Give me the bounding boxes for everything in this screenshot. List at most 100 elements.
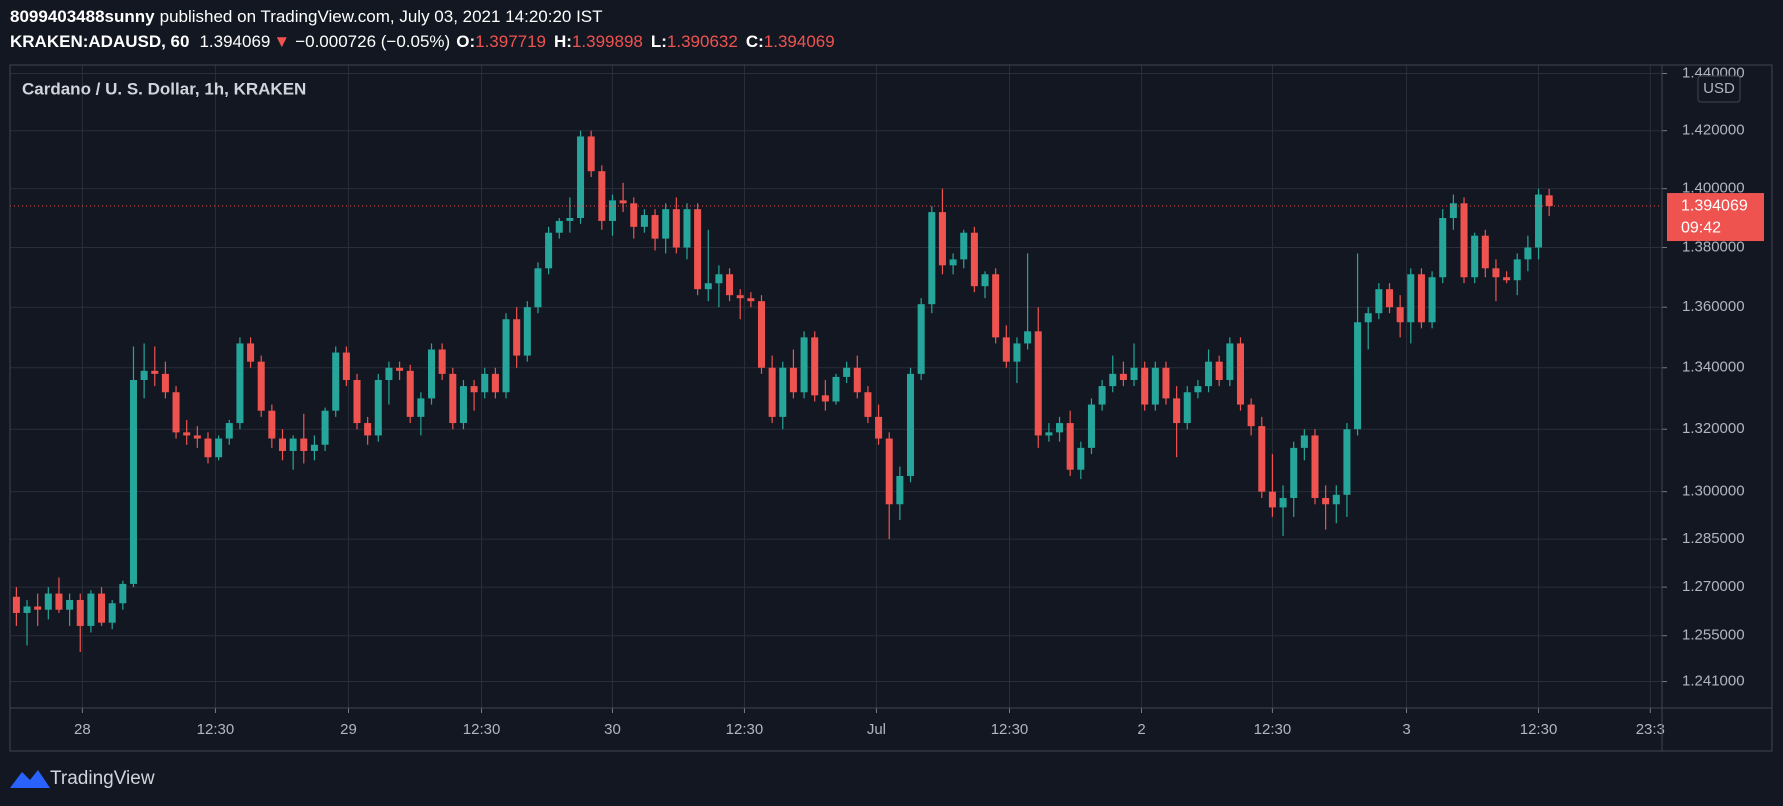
ticker-line: KRAKEN:ADAUSD, 60 1.394069 ▼ −0.000726 (−0.… <box>10 32 835 51</box>
price-label-box <box>1667 193 1764 242</box>
x-tick-label: 12:30 <box>1520 721 1558 738</box>
candle-body <box>523 307 531 356</box>
candle-body <box>119 583 127 604</box>
candle-body <box>875 416 883 439</box>
x-tick-label: 12:30 <box>991 721 1029 738</box>
candle-body <box>55 593 63 610</box>
o-label: O: <box>456 32 475 51</box>
candle-body <box>12 596 20 613</box>
candle-body <box>1024 331 1032 344</box>
candle-body <box>938 212 946 266</box>
candle-body <box>928 212 936 305</box>
candle-body <box>449 373 457 424</box>
candle-body <box>66 600 74 610</box>
plot-area: 1.4400001.4200001.4000001.3800001.360000… <box>10 64 1764 738</box>
candle-body <box>353 379 361 424</box>
change: −0.000726 (−0.05%) <box>295 32 450 51</box>
candle-body <box>300 438 308 451</box>
candle-body <box>1503 277 1511 281</box>
candle-body <box>1417 274 1425 323</box>
x-tick-label: 30 <box>604 721 621 738</box>
candle-body <box>1364 313 1372 323</box>
candle-body <box>1385 289 1394 308</box>
x-tick-label: 28 <box>74 721 91 738</box>
y-tick-label: 1.270000 <box>1682 578 1745 595</box>
candle-body <box>257 361 265 411</box>
candle-body <box>1151 367 1159 405</box>
candle-body <box>1279 497 1287 508</box>
candle-body <box>1098 386 1106 405</box>
candle-body <box>896 475 904 505</box>
candle-body <box>843 367 851 377</box>
candle-body <box>183 432 191 436</box>
chart-title: Cardano / U. S. Dollar, 1h, KRAKEN <box>22 79 306 98</box>
currency-box[interactable] <box>1697 75 1741 103</box>
candle-body <box>1194 386 1202 393</box>
candle-body <box>1002 337 1010 362</box>
y-tick-label: 1.320000 <box>1682 420 1745 437</box>
x-tick-label: 29 <box>340 721 357 738</box>
frame <box>9 64 1773 752</box>
candle-body <box>906 373 915 476</box>
candle-body <box>481 373 489 393</box>
candle-body <box>1449 203 1457 218</box>
candle-body <box>1311 435 1319 498</box>
y-tick-label: 1.255000 <box>1682 627 1745 644</box>
candle-body <box>364 423 372 436</box>
candle-body <box>1407 274 1415 323</box>
x-tick-label: 12:30 <box>726 721 764 738</box>
candle-body <box>1087 404 1095 448</box>
candle-body <box>406 370 414 417</box>
candle-body <box>992 274 1000 338</box>
candle-body <box>832 376 840 402</box>
x-tick-label: 3 <box>1402 721 1410 738</box>
y-tick-label: 1.360000 <box>1682 298 1745 315</box>
y-tick-label: 1.420000 <box>1682 122 1745 139</box>
candle-body <box>1439 217 1447 278</box>
candle-body <box>619 200 627 204</box>
candle-body <box>1354 322 1362 430</box>
candle-body <box>1535 194 1543 248</box>
candle-body <box>630 203 638 227</box>
candle-body <box>789 367 797 393</box>
candle-body <box>555 220 563 233</box>
candle-body <box>672 209 680 248</box>
candle-body <box>1322 497 1330 505</box>
candle-body <box>44 593 52 610</box>
candle-body <box>459 386 467 424</box>
candle-body <box>278 438 287 451</box>
y-tick-label: 1.400000 <box>1682 180 1745 197</box>
logo: TradingView <box>10 768 155 789</box>
candle-body <box>332 352 340 411</box>
candle-body <box>885 438 893 505</box>
candle-body <box>811 337 819 396</box>
candle-body <box>1545 195 1553 207</box>
candle-body <box>704 283 712 290</box>
candle-body <box>1119 373 1127 380</box>
candle-body <box>821 395 829 402</box>
candle-body <box>161 373 169 393</box>
candle-body <box>853 367 861 393</box>
candle-body <box>608 200 616 221</box>
candle-body <box>98 593 106 623</box>
candle-body <box>310 444 318 451</box>
x-tick-label: 23:3 <box>1636 721 1665 738</box>
c-value: 1.394069 <box>764 32 835 51</box>
candle-body <box>76 600 84 626</box>
candle-body <box>385 367 393 380</box>
candle-body <box>193 435 201 439</box>
candle-body <box>204 438 212 458</box>
candle-body <box>1109 373 1117 387</box>
candle-body <box>1141 367 1149 405</box>
published: published on TradingView.com, July 03, 2… <box>160 7 603 26</box>
candle-body <box>129 379 137 584</box>
candle-body <box>1056 423 1064 433</box>
candle-body <box>1215 361 1223 380</box>
candle-body <box>34 606 42 610</box>
symbol: KRAKEN:ADAUSD, 60 <box>10 32 189 51</box>
candle-body <box>1247 404 1255 427</box>
candle-body <box>1460 203 1468 278</box>
publish-line: 8099403488sunny published on TradingView.… <box>10 7 603 26</box>
candle-body <box>1013 343 1021 362</box>
y-tick-label: 1.241000 <box>1682 673 1745 690</box>
